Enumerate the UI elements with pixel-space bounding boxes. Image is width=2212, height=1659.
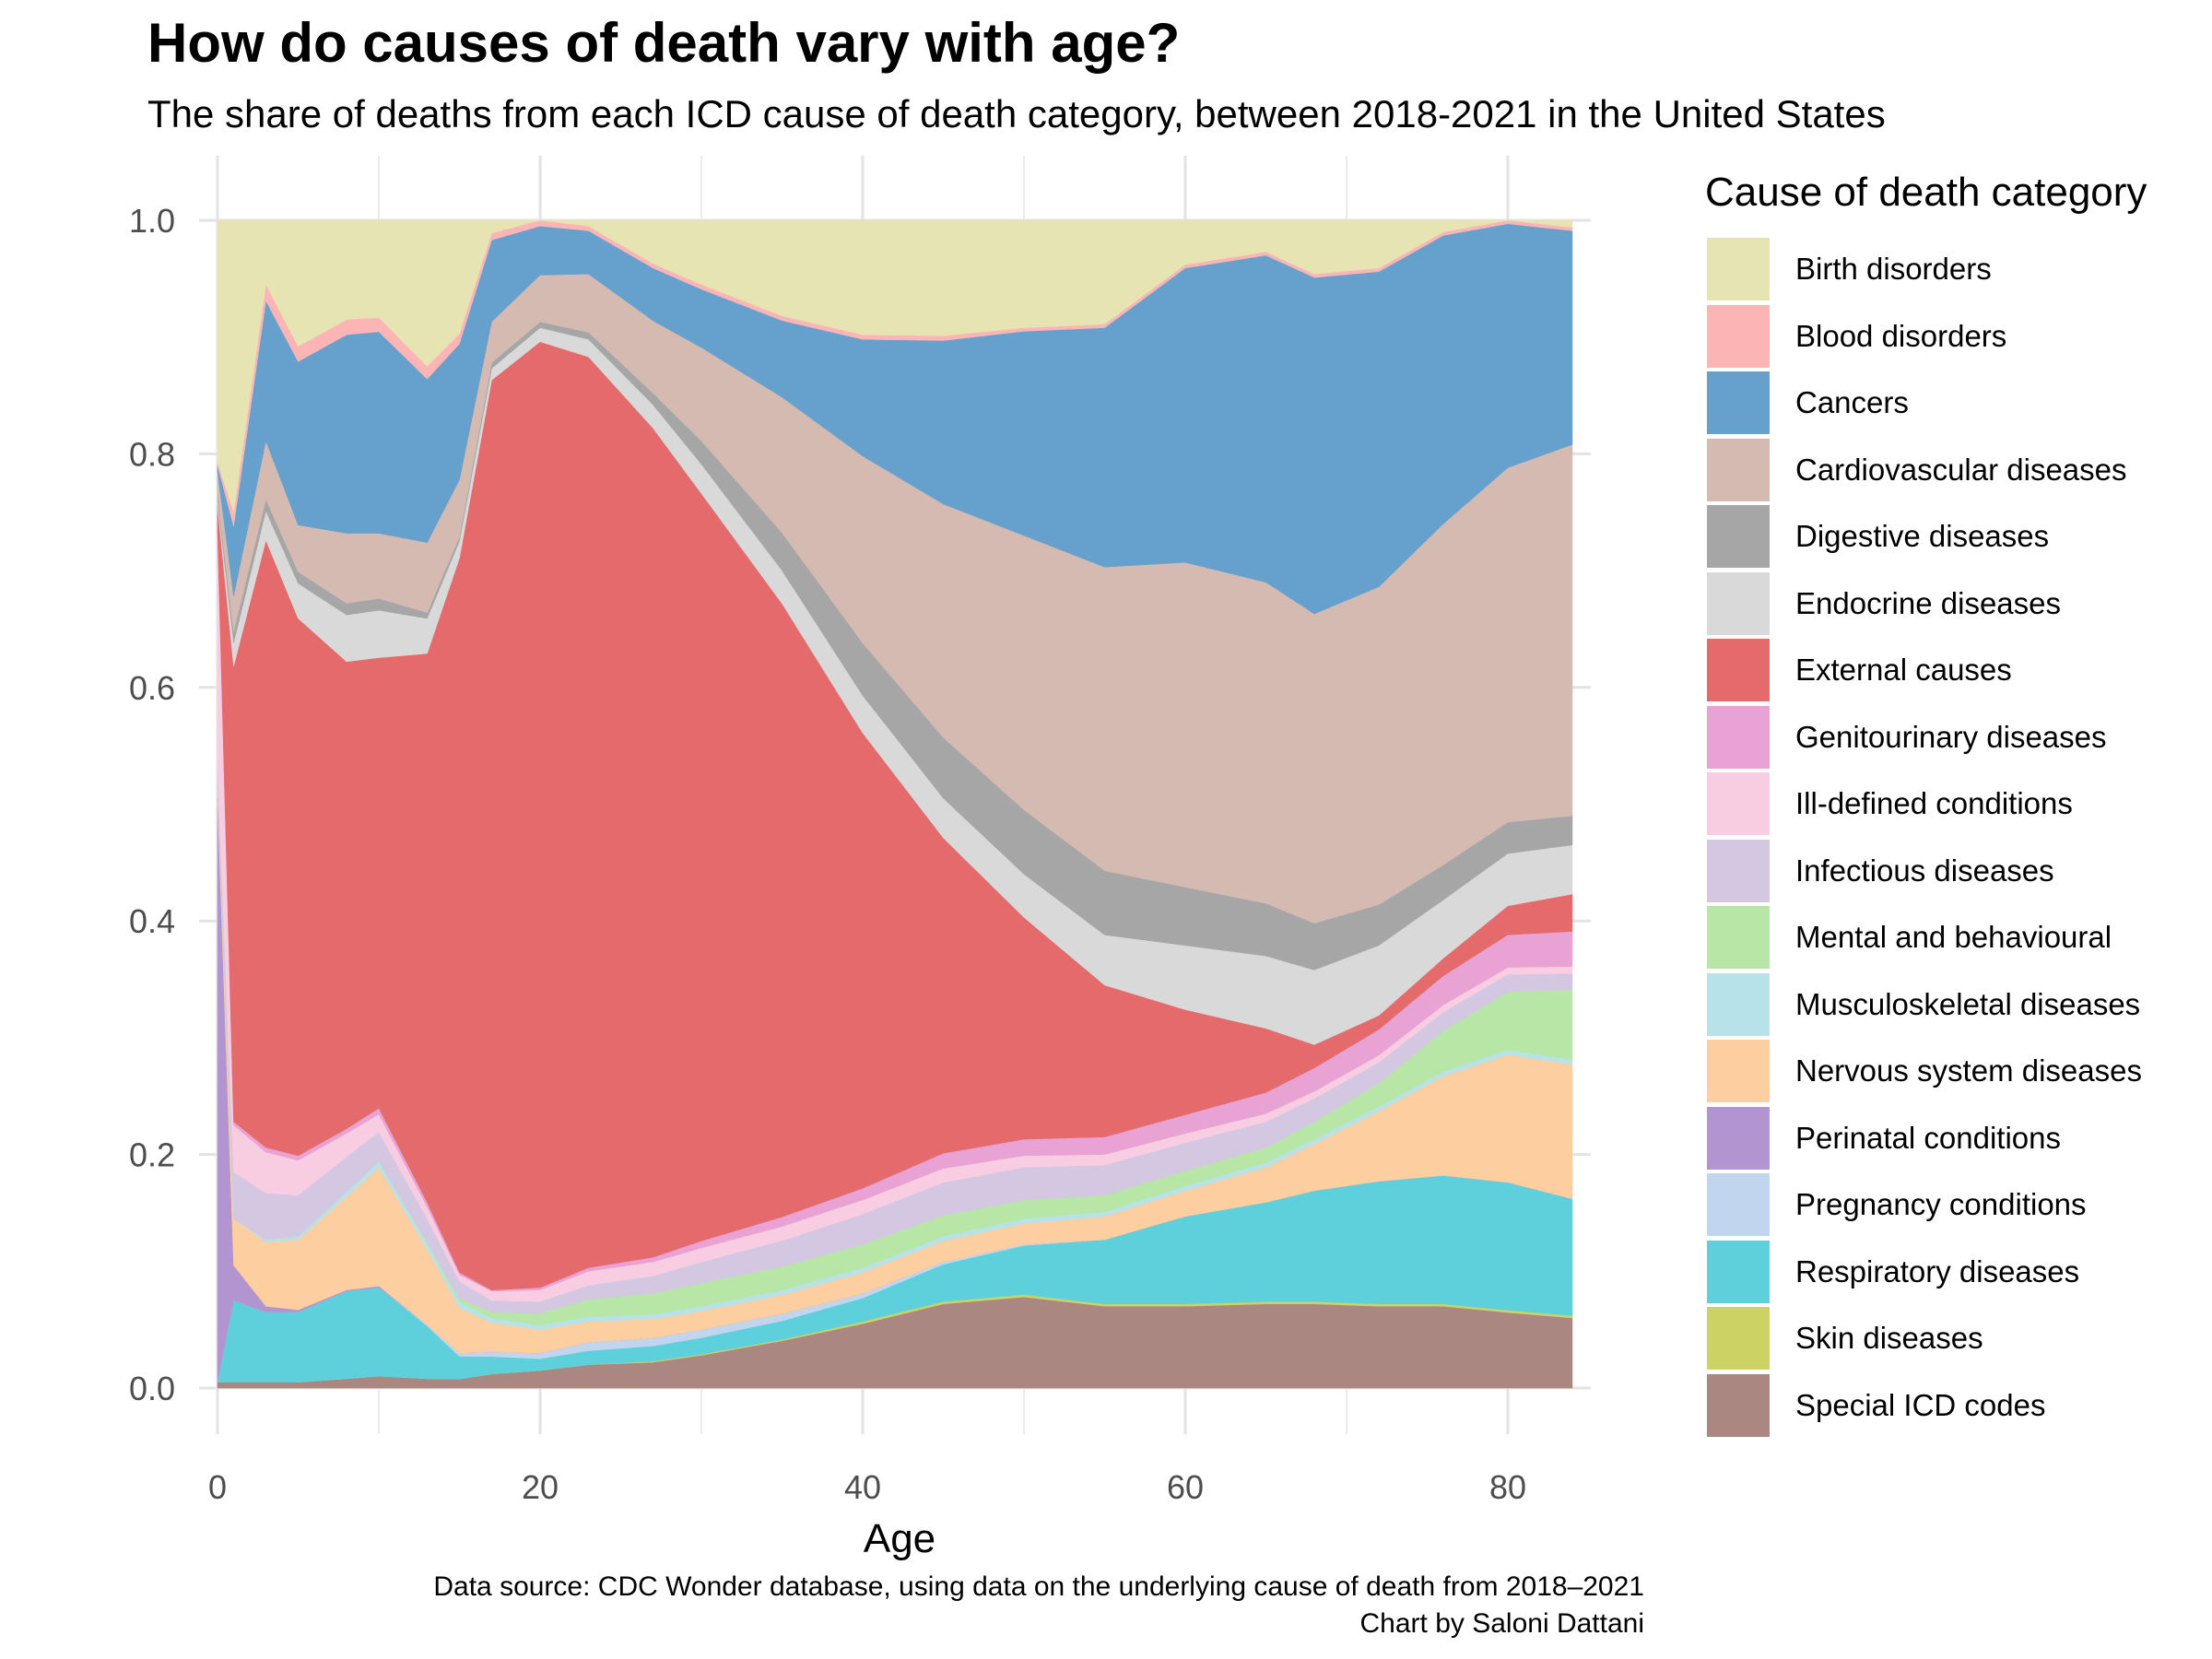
x-axis-label: Age <box>864 1516 935 1561</box>
legend-item-skin-diseases: Skin diseases <box>1707 1305 2142 1372</box>
legend-item-infectious-diseases: Infectious diseases <box>1707 838 2142 905</box>
legend-item-endocrine-diseases: Endocrine diseases <box>1707 571 2142 638</box>
legend-label: Ill-defined conditions <box>1795 786 2073 821</box>
x-axis-ticks: 0 20 40 60 80 <box>208 1468 1526 1506</box>
x-tick-label: 80 <box>1489 1468 1526 1506</box>
y-tick-label: 0.4 <box>129 902 175 940</box>
legend-key <box>1707 906 1770 970</box>
legend-key <box>1707 438 1770 501</box>
legend-item-digestive-diseases: Digestive diseases <box>1707 503 2142 571</box>
y-tick-label: 0.6 <box>129 669 175 707</box>
legend-key <box>1707 304 1770 368</box>
legend-key <box>1707 839 1770 902</box>
legend-label: Skin diseases <box>1795 1321 1983 1356</box>
legend-key <box>1707 772 1770 836</box>
legend-label: Perinatal conditions <box>1795 1120 2062 1155</box>
legend-item-cancers: Cancers <box>1707 370 2142 437</box>
legend-label: Digestive diseases <box>1795 519 2050 554</box>
legend-item-cardiovascular-diseases: Cardiovascular diseases <box>1707 437 2142 504</box>
legend-item-external-causes: External causes <box>1707 637 2142 704</box>
chart-credit: Chart by Saloni Dattani <box>1359 1608 1645 1639</box>
legend-title: Cause of death category <box>1705 170 2147 215</box>
y-tick-label: 0.0 <box>129 1370 175 1407</box>
legend-item-mental-and-behavioural: Mental and behavioural <box>1707 904 2142 971</box>
legend-key <box>1707 371 1770 435</box>
legend-label: Genitourinary diseases <box>1795 719 2107 754</box>
legend-key <box>1707 505 1770 569</box>
stacked-area-plot: 0.0 0.2 0.4 0.6 0.8 1.0 0 20 40 60 80 Age <box>129 156 1591 1561</box>
legend-label: Birth disorders <box>1795 252 1992 287</box>
legend-item-pregnancy-conditions: Pregnancy conditions <box>1707 1171 2142 1239</box>
area-birth-disorders <box>217 219 1573 512</box>
legend-key <box>1707 972 1770 1036</box>
legend-key <box>1707 639 1770 702</box>
legend-key <box>1707 1307 1770 1371</box>
legend-item-perinatal-conditions: Perinatal conditions <box>1707 1105 2142 1172</box>
chart-footer: Data source: CDC Wonder database, using … <box>433 1569 1644 1642</box>
legend-item-nervous-system-diseases: Nervous system diseases <box>1707 1038 2142 1105</box>
legend-label: Cardiovascular diseases <box>1795 452 2127 487</box>
legend-key <box>1707 705 1770 769</box>
legend-item-special-icd-codes: Special ICD codes <box>1707 1372 2142 1440</box>
y-tick-label: 1.0 <box>129 202 175 240</box>
legend: Birth disorders Blood disorders Cancers Car… <box>1707 236 2142 1439</box>
legend-key <box>1707 1106 1770 1170</box>
legend-label: Musculoskeletal diseases <box>1795 986 2141 1021</box>
legend-key <box>1707 571 1770 635</box>
legend-label: Nervous system diseases <box>1795 1053 2142 1088</box>
legend-item-birth-disorders: Birth disorders <box>1707 236 2142 303</box>
x-tick-label: 0 <box>208 1468 227 1506</box>
y-tick-label: 0.8 <box>129 435 175 473</box>
legend-label: Cancers <box>1795 385 1909 420</box>
legend-item-musculoskeletal-diseases: Musculoskeletal diseases <box>1707 971 2142 1039</box>
x-tick-label: 40 <box>844 1468 881 1506</box>
y-tick-label: 0.2 <box>129 1136 175 1174</box>
y-axis-ticks: 0.0 0.2 0.4 0.6 0.8 1.0 <box>129 202 175 1407</box>
legend-label: Respiratory diseases <box>1795 1253 2080 1288</box>
legend-label: External causes <box>1795 653 2012 688</box>
x-tick-label: 60 <box>1167 1468 1204 1506</box>
legend-item-blood-disorders: Blood disorders <box>1707 303 2142 371</box>
chart-title: How do causes of death vary with age? <box>147 12 1181 74</box>
legend-key <box>1707 1173 1770 1237</box>
legend-label: Special ICD codes <box>1795 1387 2046 1422</box>
legend-key <box>1707 1373 1770 1437</box>
legend-label: Endocrine diseases <box>1795 585 2062 620</box>
legend-key <box>1707 238 1770 301</box>
data-source-note: Data source: CDC Wonder database, using … <box>433 1571 1644 1602</box>
legend-item-ill-defined-conditions: Ill-defined conditions <box>1707 771 2142 838</box>
area-series <box>217 219 1573 1389</box>
legend-key <box>1707 1240 1770 1303</box>
legend-label: Mental and behavioural <box>1795 920 2112 955</box>
chart-subtitle: The share of deaths from each ICD cause … <box>147 92 1886 135</box>
legend-label: Blood disorders <box>1795 318 2007 353</box>
legend-label: Pregnancy conditions <box>1795 1187 2087 1222</box>
legend-item-genitourinary-diseases: Genitourinary diseases <box>1707 704 2142 771</box>
x-tick-label: 20 <box>522 1468 559 1506</box>
legend-label: Infectious diseases <box>1795 853 2054 888</box>
legend-item-respiratory-diseases: Respiratory diseases <box>1707 1239 2142 1306</box>
legend-key <box>1707 1040 1770 1103</box>
